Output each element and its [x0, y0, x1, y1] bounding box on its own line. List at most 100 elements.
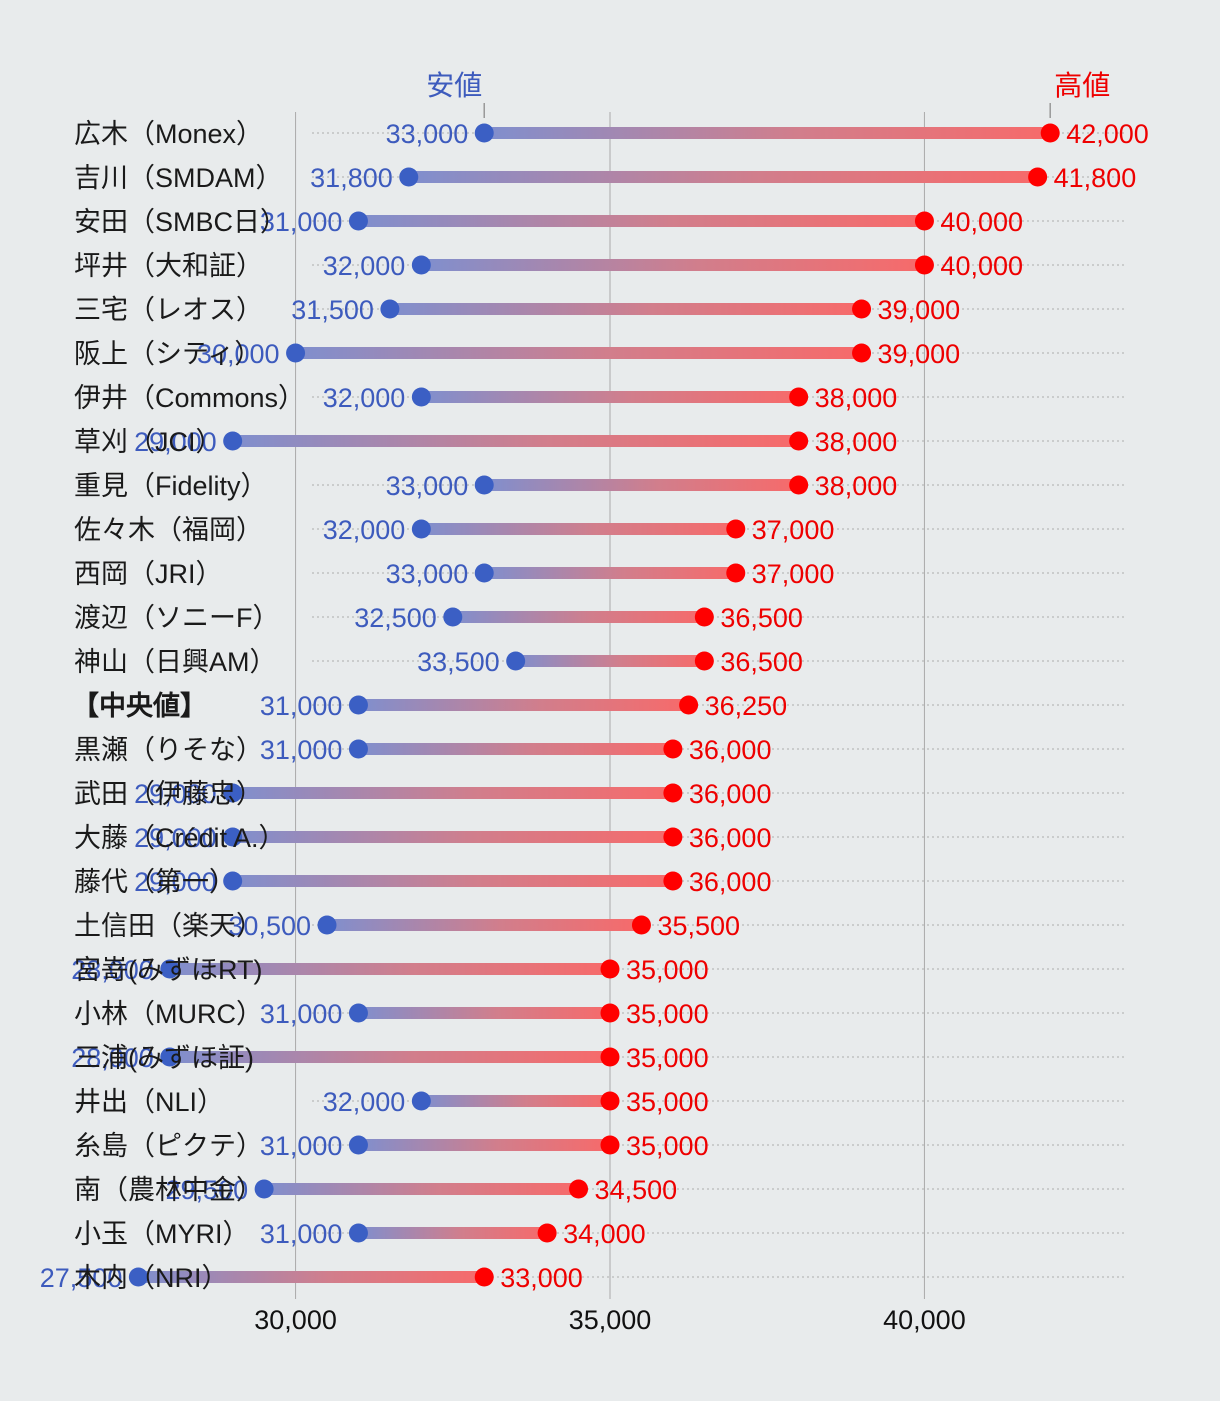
high-value-label-6: 38,000: [815, 383, 898, 413]
low-value-label-18: 30,500: [228, 911, 311, 941]
low-value-label-25: 31,000: [260, 1219, 343, 1249]
row-label-3: 坪井（大和証）: [74, 251, 263, 281]
row-label-7: 草刈（JCI）: [74, 427, 223, 457]
low-dot-23: [348, 1135, 368, 1155]
low-dot-15: [223, 783, 243, 803]
low-dot-0: [474, 123, 494, 143]
low-value-label-24: 29,500: [166, 1175, 249, 1205]
legend-low-label: 安値: [426, 70, 482, 101]
high-value-label-7: 38,000: [815, 427, 898, 457]
high-value-label-22: 35,000: [626, 1087, 709, 1117]
range-bar-16: [232, 831, 673, 843]
range-bar-10: [484, 567, 736, 579]
row-label-24: 南（農林中金）: [74, 1175, 263, 1205]
row-label-18: 土信田（楽天）: [74, 911, 263, 941]
low-dot-19: [160, 959, 180, 979]
low-value-label-6: 32,000: [323, 383, 406, 413]
range-bar-7: [232, 435, 799, 447]
high-dot-18: [631, 915, 651, 935]
high-value-label-17: 36,000: [689, 867, 772, 897]
high-value-label-25: 34,000: [563, 1219, 646, 1249]
high-value-label-11: 36,500: [720, 603, 803, 633]
row-label-15: 武田（伊藤忠）: [74, 779, 263, 809]
range-bar-17: [232, 875, 673, 887]
low-value-label-2: 31,000: [260, 207, 343, 237]
range-bar-5: [295, 347, 862, 359]
high-value-label-15: 36,000: [689, 779, 772, 809]
row-label-8: 重見（Fidelity）: [74, 471, 268, 501]
row-label-17: 藤代（第一）: [74, 867, 236, 897]
high-value-label-2: 40,000: [940, 207, 1023, 237]
range-bar-20: [358, 1007, 610, 1019]
low-value-label-7: 29,000: [134, 427, 217, 457]
high-dot-19: [600, 959, 620, 979]
high-value-label-21: 35,000: [626, 1043, 709, 1073]
low-value-label-8: 33,000: [386, 471, 469, 501]
row-label-14: 黒瀬（りそな）: [74, 735, 263, 765]
high-dot-21: [600, 1047, 620, 1067]
low-value-label-13: 31,000: [260, 691, 343, 721]
row-label-2: 安田（SMBC日）: [74, 207, 287, 237]
low-dot-21: [160, 1047, 180, 1067]
range-bar-18: [327, 919, 642, 931]
range-bar-15: [232, 787, 673, 799]
row-label-4: 三宅（レオス）: [74, 295, 263, 325]
low-dot-17: [223, 871, 243, 891]
high-value-label-10: 37,000: [752, 559, 835, 589]
high-dot-11: [694, 607, 714, 627]
low-value-label-26: 27,500: [40, 1263, 123, 1293]
row-label-10: 西岡（JRI）: [74, 559, 223, 589]
median-row-label: 【中央値】: [72, 691, 207, 721]
low-dot-26: [128, 1267, 148, 1287]
low-value-label-5: 30,000: [197, 339, 280, 369]
high-dot-22: [600, 1091, 620, 1111]
low-value-label-4: 31,500: [291, 295, 374, 325]
low-dot-22: [411, 1091, 431, 1111]
high-value-label-19: 35,000: [626, 955, 709, 985]
low-dot-8: [474, 475, 494, 495]
low-value-label-15: 29,000: [134, 779, 217, 809]
row-label-20: 小林（MURC）: [74, 999, 263, 1029]
high-value-label-13: 36,250: [705, 691, 788, 721]
legend-high-label: 高値: [1054, 70, 1110, 101]
high-value-label-14: 36,000: [689, 735, 772, 765]
low-dot-12: [506, 651, 526, 671]
high-dot-10: [726, 563, 746, 583]
row-label-5: 阪上（シティ）: [74, 339, 261, 369]
high-value-label-5: 39,000: [878, 339, 961, 369]
high-value-label-8: 38,000: [815, 471, 898, 501]
high-dot-8: [789, 475, 809, 495]
low-dot-11: [443, 607, 463, 627]
low-value-label-14: 31,000: [260, 735, 343, 765]
high-value-label-3: 40,000: [940, 251, 1023, 281]
high-dot-7: [789, 431, 809, 451]
low-dot-7: [223, 431, 243, 451]
row-label-6: 伊井（Commons）: [74, 383, 305, 413]
range-bar-6: [421, 391, 799, 403]
range-bar-14: [358, 743, 673, 755]
low-dot-16: [223, 827, 243, 847]
high-dot-16: [663, 827, 683, 847]
high-value-label-0: 42,000: [1066, 119, 1149, 149]
row-label-26: 木内（NRI）: [74, 1263, 229, 1293]
low-dot-24: [254, 1179, 274, 1199]
row-label-0: 広木（Monex）: [74, 119, 263, 149]
high-dot-1: [1028, 167, 1048, 187]
low-dot-20: [348, 1003, 368, 1023]
row-label-1: 吉川（SMDAM）: [74, 163, 283, 193]
high-dot-9: [726, 519, 746, 539]
row-label-22: 井出（NLI）: [74, 1087, 224, 1117]
high-value-label-20: 35,000: [626, 999, 709, 1029]
low-value-label-23: 31,000: [260, 1131, 343, 1161]
high-value-label-16: 36,000: [689, 823, 772, 853]
x-tick-label-40000: 40,000: [883, 1305, 966, 1335]
high-dot-15: [663, 783, 683, 803]
range-bar-21: [169, 1051, 610, 1063]
x-tick-label-30000: 30,000: [254, 1305, 337, 1335]
high-dot-13: [679, 695, 699, 715]
low-dot-18: [317, 915, 337, 935]
range-bar-22: [421, 1095, 610, 1107]
low-dot-25: [348, 1223, 368, 1243]
